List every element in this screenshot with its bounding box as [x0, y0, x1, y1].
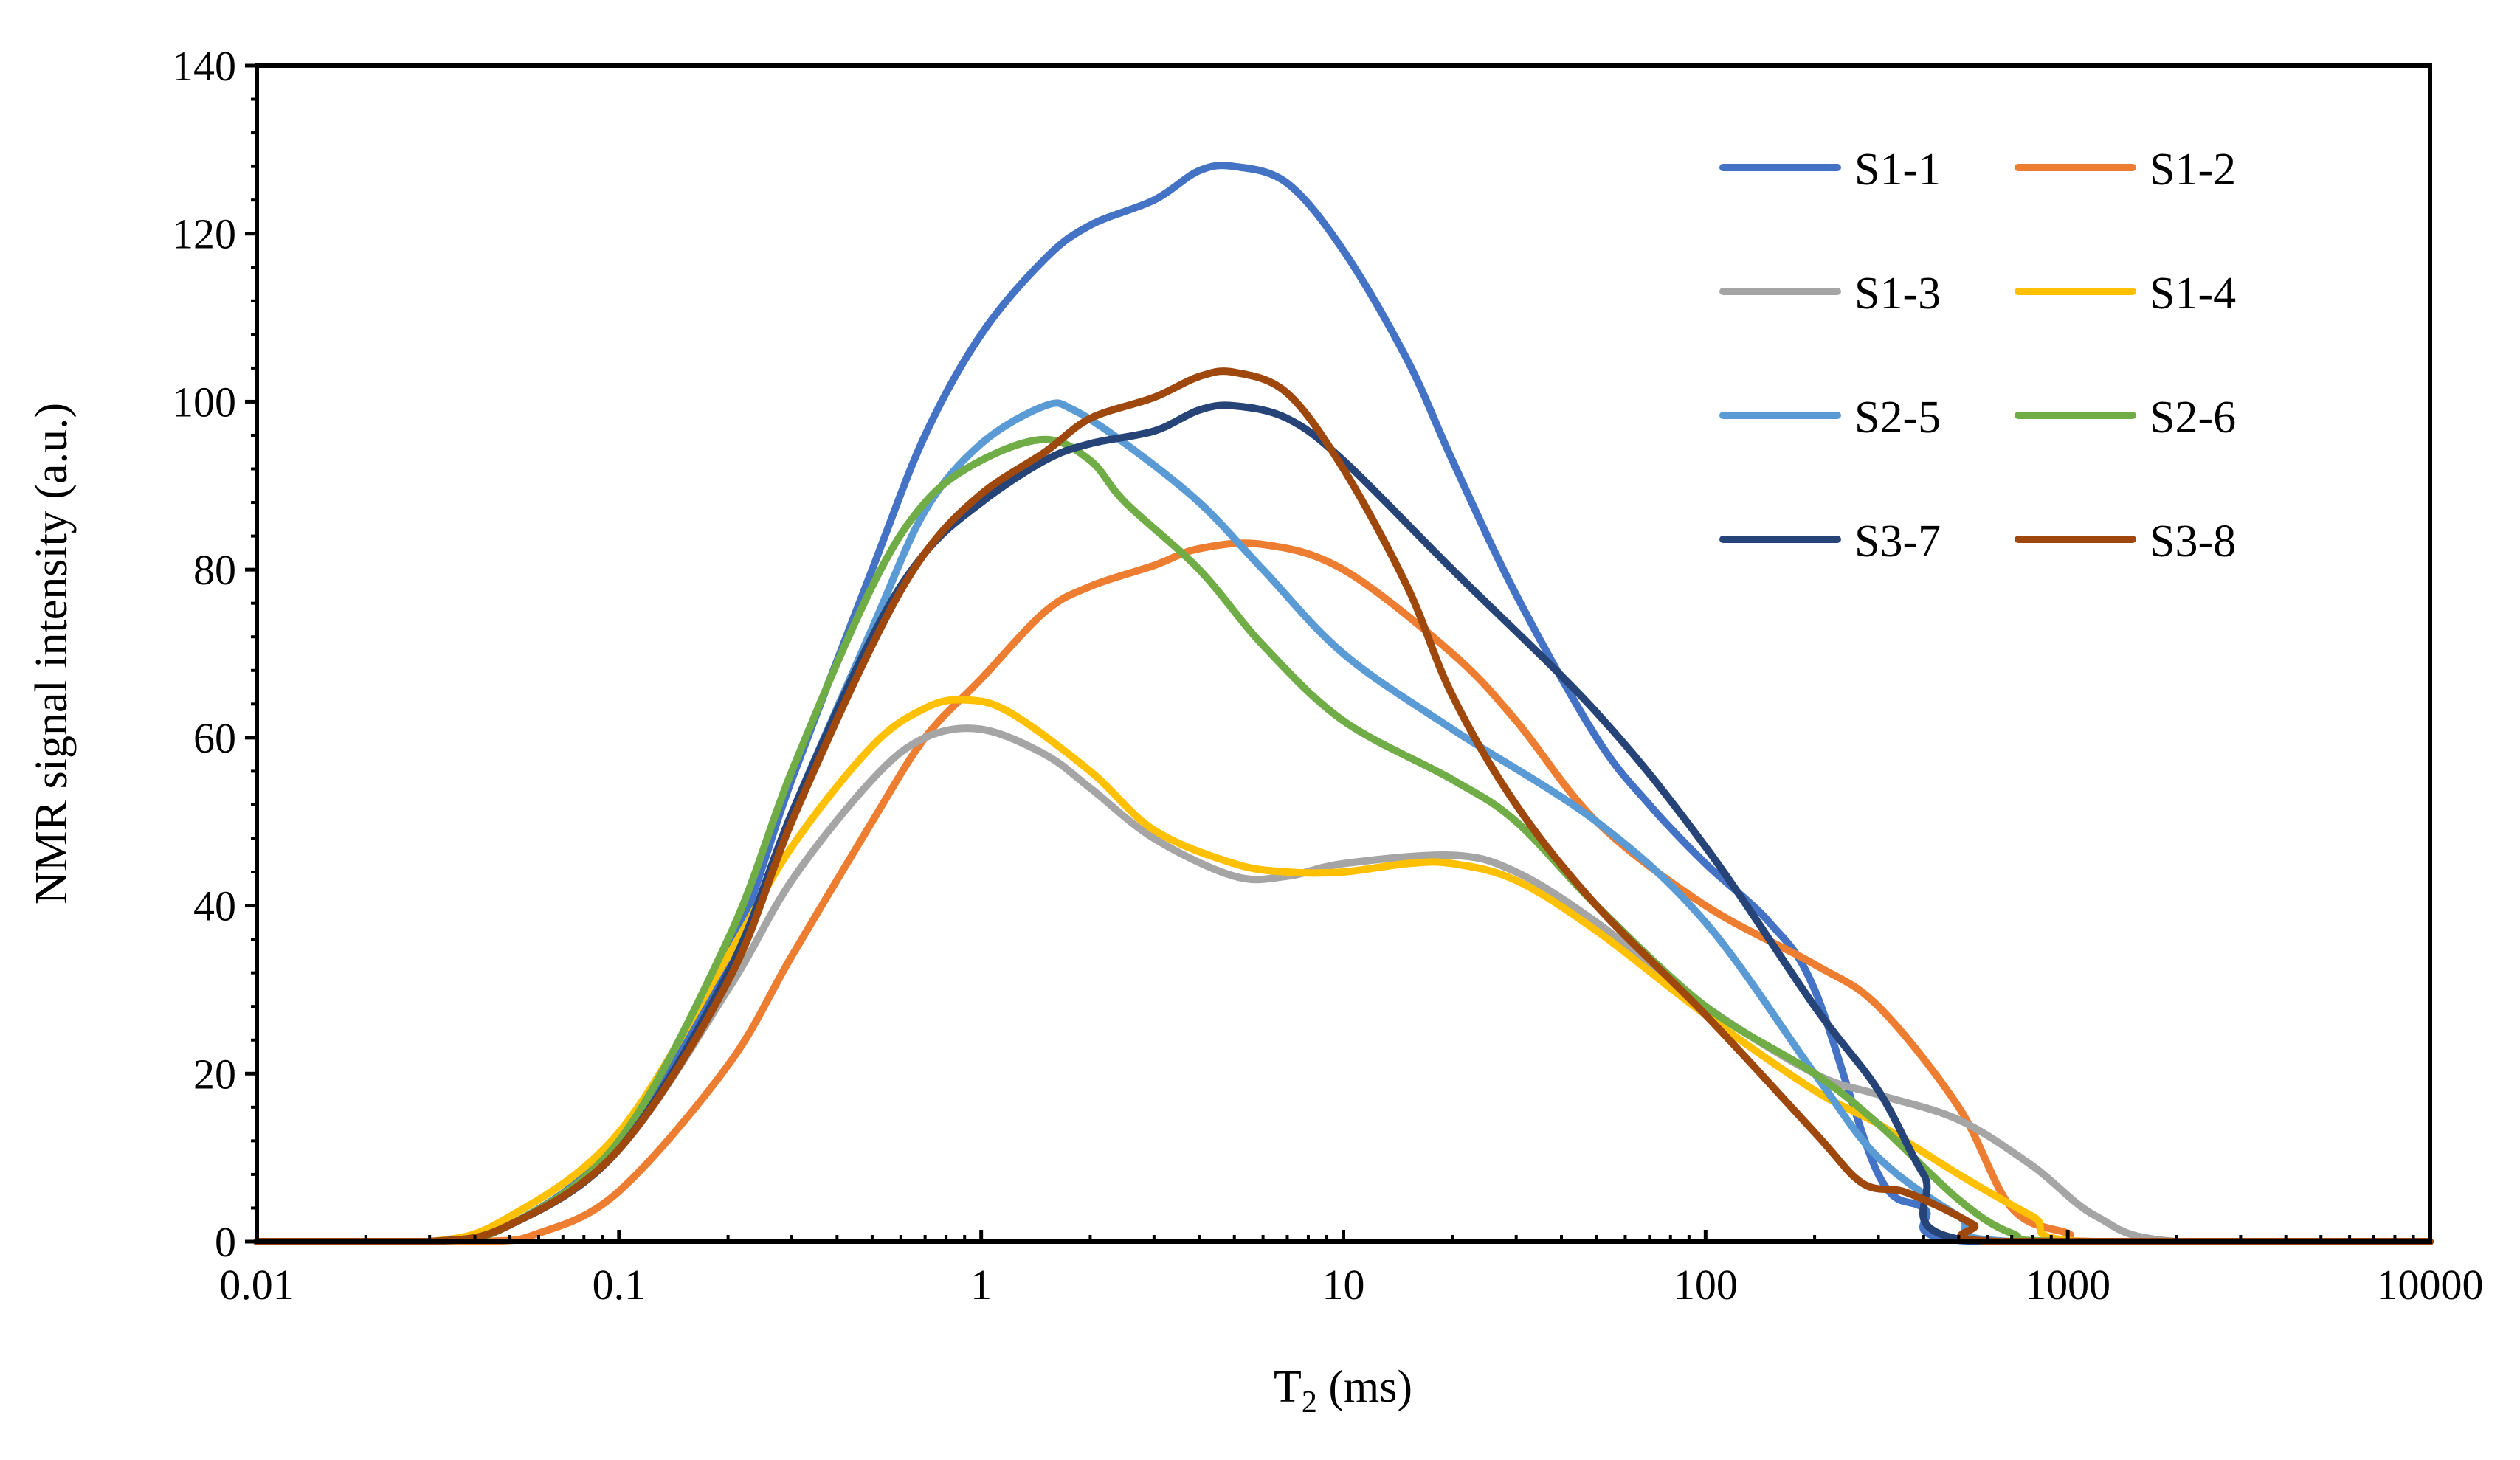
plot-series-group [253, 162, 2434, 1246]
y-tick-label: 80 [193, 546, 236, 594]
legend-item-s1-4: S1-4 [2015, 269, 2236, 319]
series-line-s1-2 [253, 539, 2434, 1246]
legend-item-s1-2: S1-2 [2015, 145, 2236, 195]
legend-label: S3-7 [1854, 516, 1941, 567]
series-line-s3-8 [253, 367, 2434, 1246]
y-axis-ticks [245, 63, 257, 1244]
legend-label: S1-4 [2150, 269, 2236, 319]
legend-label: S1-3 [1854, 269, 1941, 319]
legend-item-s2-6: S2-6 [2015, 392, 2236, 443]
legend-item-s1-1: S1-1 [1719, 145, 1941, 195]
legend: S1-1 S1-2 S1-3 S1-4 S2-5 S2-6 S3-7 S3-8 [1719, 145, 2236, 567]
legend-item-s1-3: S1-3 [1719, 269, 1941, 319]
x-axis-title-symbol: T [1274, 1362, 1302, 1412]
legend-label: S2-6 [2150, 392, 2236, 443]
x-axis-ticks [255, 1230, 2432, 1242]
series-line-s1-4 [253, 696, 2434, 1246]
y-axis-tick-labels: 0 20 40 60 80 100 120 140 [172, 42, 236, 1266]
series-line-s1-1 [253, 162, 2434, 1246]
legend-item-s3-7: S3-7 [1719, 516, 1941, 567]
x-axis-tick-labels: 0.01 0.1 1 10 100 1000 10000 [219, 1261, 2483, 1309]
x-axis-title-unit: (ms) [1317, 1362, 1412, 1412]
x-tick-label: 1 [970, 1261, 992, 1309]
legend-label: S2-5 [1854, 392, 1941, 443]
series-line-s2-6 [253, 435, 2434, 1246]
series-line-s3-7 [253, 401, 2434, 1246]
x-tick-label: 1000 [2025, 1261, 2110, 1309]
series-line-s2-5 [253, 399, 2434, 1246]
x-tick-label: 10000 [2377, 1261, 2484, 1309]
y-tick-label: 120 [172, 210, 236, 258]
y-tick-label: 40 [193, 882, 236, 930]
y-tick-label: 60 [193, 714, 236, 762]
legend-label: S1-1 [1854, 145, 1941, 195]
x-tick-label: 0.01 [219, 1261, 294, 1309]
y-axis-title: NMR signal intensity (a.u.) [27, 403, 77, 904]
y-tick-label: 0 [215, 1218, 236, 1266]
legend-label: S1-2 [2150, 145, 2236, 195]
x-tick-label: 10 [1322, 1261, 1365, 1309]
x-axis-title: T2 (ms) [1274, 1362, 1412, 1419]
legend-label: S3-8 [2150, 516, 2236, 567]
y-tick-label: 140 [172, 42, 236, 90]
y-tick-label: 100 [172, 378, 236, 426]
legend-item-s2-5: S2-5 [1719, 392, 1941, 443]
x-tick-label: 0.1 [593, 1261, 646, 1309]
x-axis-title-subscript: 2 [1302, 1385, 1317, 1419]
legend-item-s3-8: S3-8 [2015, 516, 2236, 567]
y-tick-label: 20 [193, 1050, 236, 1098]
x-tick-label: 100 [1674, 1261, 1738, 1309]
